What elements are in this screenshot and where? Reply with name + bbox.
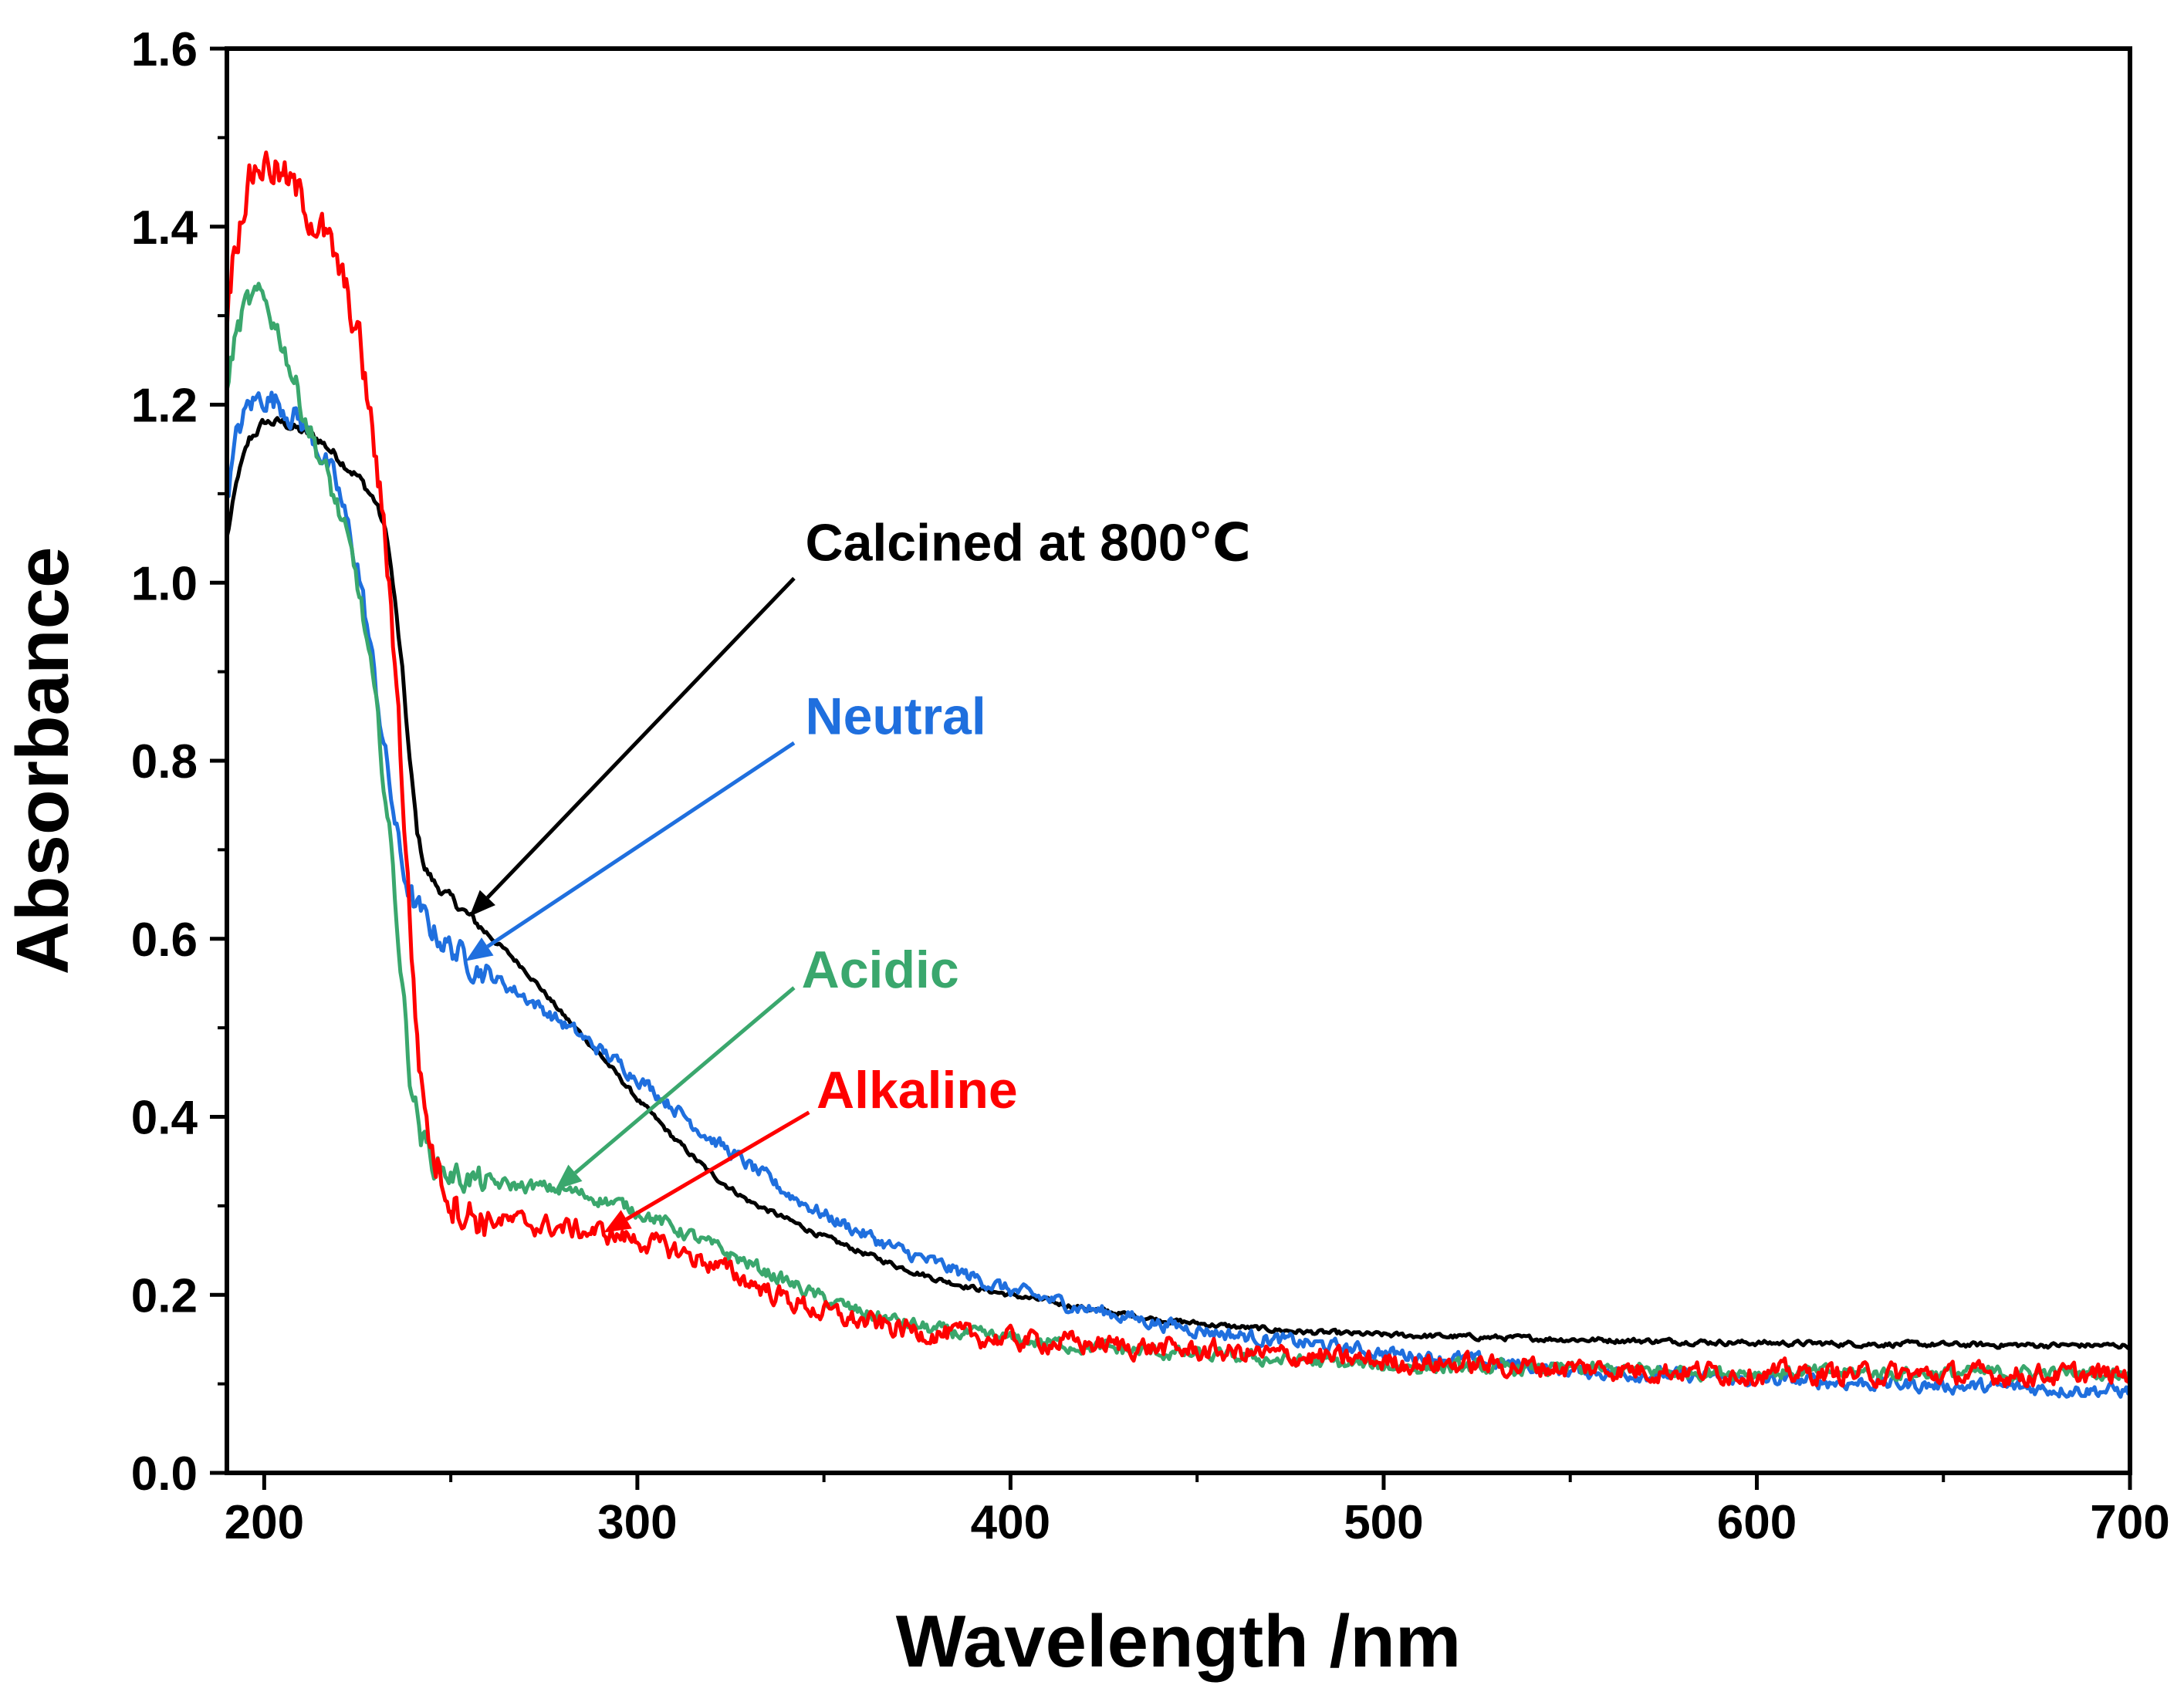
y-tick-label: 1.2 (131, 380, 198, 433)
y-tick-label: 0.2 (131, 1269, 198, 1322)
x-tick-label: 200 (225, 1496, 304, 1549)
y-tick-label: 0.6 (131, 914, 198, 967)
annotation-label-neutral: Neutral (805, 687, 986, 745)
annotation-label-acidic: Acidic (802, 941, 959, 999)
x-tick-label: 500 (1344, 1496, 1423, 1549)
tick-layer: 200 300 400 500 600 700 0.0 0.2 0.4 0.6 0.8 1.0 1.2 1… (131, 23, 2170, 1549)
x-tick-label: 300 (597, 1496, 677, 1549)
y-tick-label: 1.6 (131, 23, 198, 76)
annotation-arrowhead-alkaline (603, 1210, 632, 1233)
annotation-arrow-calcined-at-800 (486, 576, 796, 900)
annotation-arrow-alkaline (625, 1110, 810, 1221)
series-line-acidic (227, 282, 2130, 1383)
y-axis-title: Absorbance (2, 547, 84, 975)
annotation-arrowhead-neutral (465, 937, 494, 961)
annotation-arrow-acidic (573, 986, 796, 1175)
annotation-label-calcined-at-800: Calcined at 800℃ (805, 513, 1250, 572)
x-axis-title: Wavelength /nm (896, 1600, 1462, 1683)
y-tick-label: 0.8 (131, 735, 198, 789)
series-line-neutral (227, 390, 2130, 1399)
y-tick-label: 0.4 (131, 1092, 198, 1145)
annotation-arrowhead-calcined-at-800 (469, 890, 495, 917)
annotation-label-alkaline: Alkaline (816, 1061, 1018, 1120)
series-layer (227, 150, 2130, 1399)
annotation-arrow-neutral (486, 741, 796, 948)
annotation-arrowhead-acidic (555, 1164, 583, 1190)
x-tick-label: 600 (1717, 1496, 1797, 1549)
y-tick-label: 1.4 (131, 201, 198, 255)
series-line-calcined-at-800 (227, 416, 2130, 1350)
annotation-layer: Calcined at 800℃ Neutral Acidic Alkaline (465, 513, 1251, 1233)
y-tick-label: 0.0 (131, 1447, 198, 1501)
x-tick-label: 700 (2090, 1496, 2169, 1549)
series-line-alkaline (227, 150, 2130, 1390)
x-tick-label: 400 (971, 1496, 1050, 1549)
y-tick-label: 1.0 (131, 557, 198, 610)
